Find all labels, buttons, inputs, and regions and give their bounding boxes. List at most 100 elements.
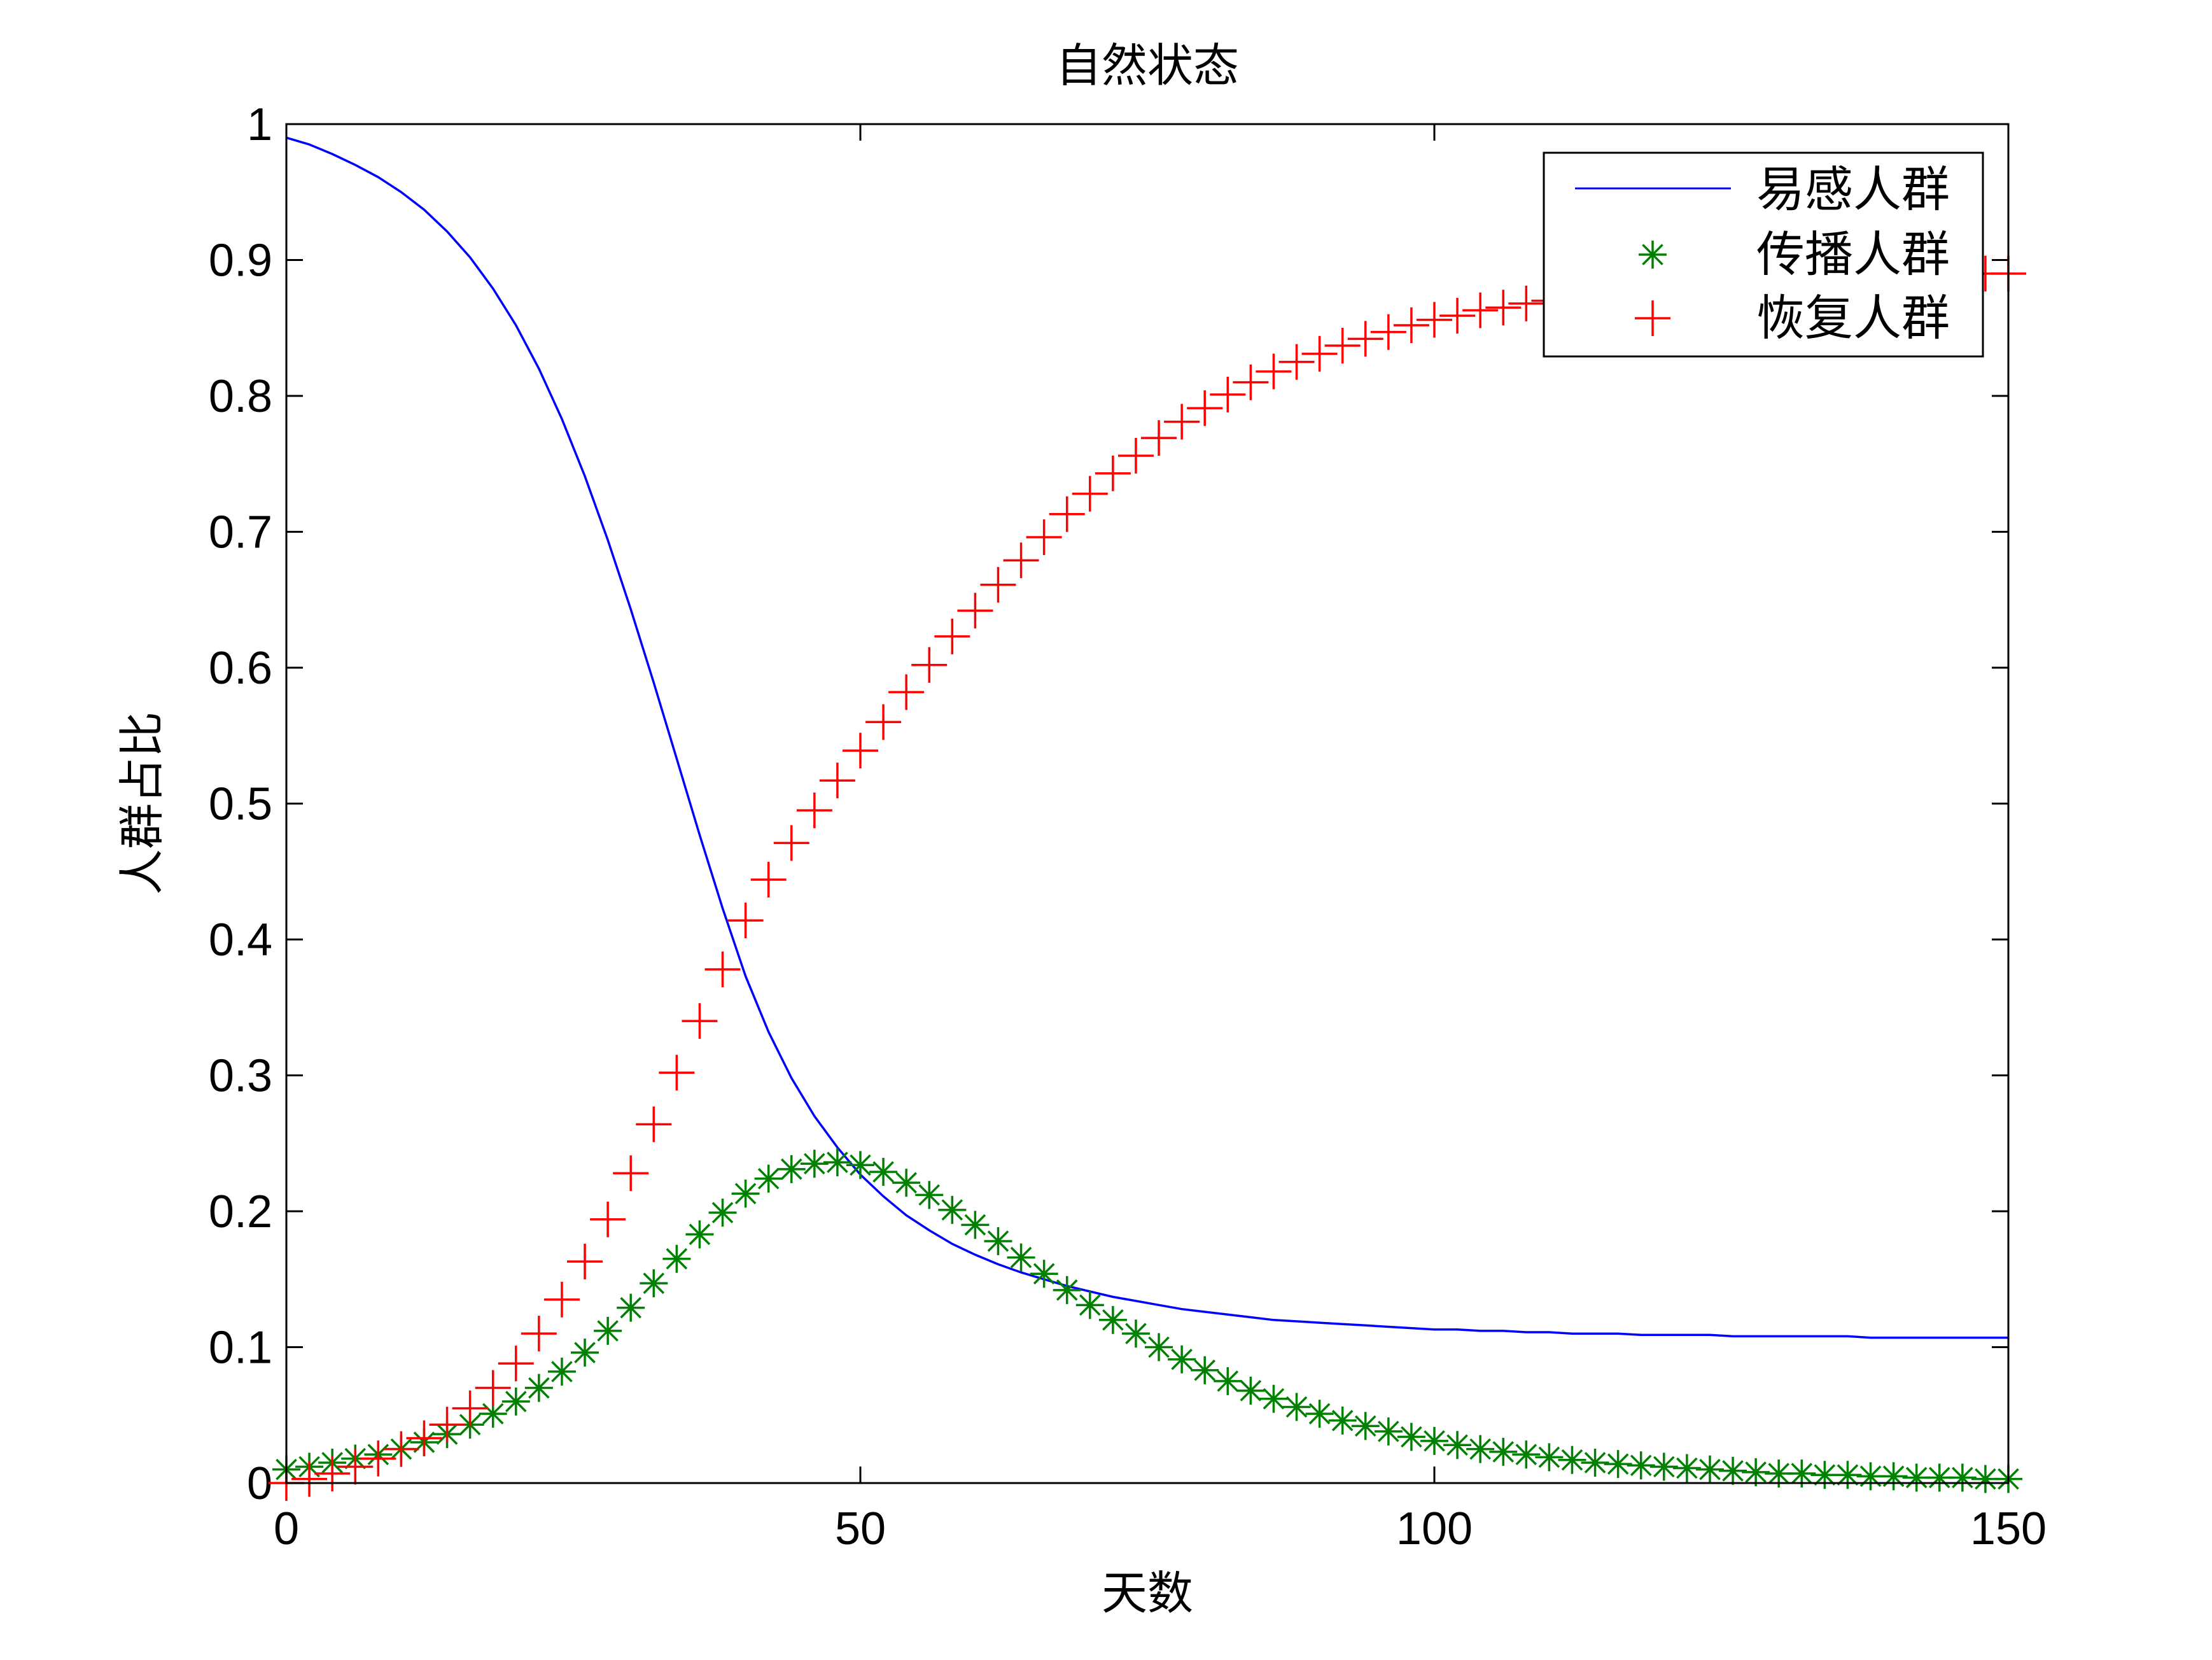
data-point-spreading xyxy=(1328,1406,1357,1435)
data-point-recovered xyxy=(1301,335,1338,372)
data-point-spreading xyxy=(1259,1384,1288,1413)
data-point-spreading xyxy=(1948,1463,1977,1492)
x-axis-label: 天数 xyxy=(1102,1566,1193,1620)
y-tick-label: 0.4 xyxy=(209,915,272,966)
series-1 xyxy=(272,1148,2022,1493)
data-point-spreading xyxy=(547,1357,576,1386)
legend-asterisk-sample xyxy=(1639,241,1667,269)
data-point-spreading xyxy=(800,1150,829,1178)
data-point-spreading xyxy=(984,1227,1012,1255)
data-point-spreading xyxy=(846,1151,874,1179)
data-point-recovered xyxy=(704,951,741,987)
data-point-spreading xyxy=(961,1211,990,1239)
data-point-recovered xyxy=(1187,390,1223,426)
y-tick-label: 0.1 xyxy=(209,1323,272,1374)
data-point-recovered xyxy=(1003,542,1039,579)
y-tick-label: 0.2 xyxy=(209,1186,272,1237)
data-point-recovered xyxy=(498,1346,534,1382)
data-point-recovered xyxy=(819,763,855,799)
data-point-spreading xyxy=(915,1181,944,1209)
data-point-recovered xyxy=(1278,344,1315,380)
data-point-spreading xyxy=(1098,1305,1127,1334)
data-point-recovered xyxy=(1095,455,1131,491)
data-point-spreading xyxy=(1443,1431,1472,1460)
data-point-recovered xyxy=(1049,496,1085,532)
data-point-spreading xyxy=(1649,1452,1678,1481)
data-point-recovered xyxy=(452,1390,488,1426)
series-line-susceptible xyxy=(286,136,2008,1339)
data-point-recovered xyxy=(888,674,925,710)
data-point-spreading xyxy=(1512,1440,1541,1469)
data-point-recovered xyxy=(1417,302,1452,338)
data-point-recovered xyxy=(1347,321,1383,357)
data-point-spreading xyxy=(1236,1376,1265,1405)
x-tick-label: 0 xyxy=(274,1503,299,1554)
data-point-recovered xyxy=(773,825,809,861)
chart-title: 自然状态 xyxy=(1056,39,1239,92)
legend: 易感人群 传播人群 恢复人群 xyxy=(1543,151,1984,358)
data-point-spreading xyxy=(1397,1423,1425,1451)
data-point-spreading xyxy=(823,1148,851,1177)
data-point-spreading xyxy=(1466,1435,1495,1463)
data-point-spreading xyxy=(640,1269,668,1298)
x-tick-labels: 0 50 100 150 xyxy=(274,1503,2047,1554)
data-point-recovered xyxy=(659,1055,695,1091)
data-point-spreading xyxy=(1420,1426,1448,1455)
data-point-spreading xyxy=(1604,1450,1632,1479)
data-point-spreading xyxy=(1053,1276,1081,1304)
data-point-recovered xyxy=(865,704,902,740)
data-point-spreading xyxy=(869,1158,898,1186)
data-point-spreading xyxy=(1581,1448,1609,1477)
data-point-spreading xyxy=(1282,1393,1311,1421)
data-point-recovered xyxy=(1324,328,1361,364)
data-point-spreading xyxy=(708,1199,737,1227)
data-point-recovered xyxy=(429,1407,465,1443)
data-point-recovered xyxy=(1117,437,1154,474)
legend-marker-asterisk xyxy=(1639,241,1667,269)
data-point-spreading xyxy=(1075,1291,1104,1319)
data-point-recovered xyxy=(750,862,787,898)
y-axis-label: 人群占比 xyxy=(115,712,169,895)
plot-frame xyxy=(285,123,2010,1484)
x-tick-label: 100 xyxy=(1396,1503,1473,1554)
data-point-spreading xyxy=(1191,1356,1219,1384)
data-point-spreading xyxy=(754,1164,783,1193)
data-point-recovered xyxy=(1370,314,1406,350)
data-point-recovered xyxy=(383,1431,419,1467)
data-point-spreading xyxy=(1305,1400,1334,1428)
series-0 xyxy=(286,136,2008,1339)
data-point-recovered xyxy=(1141,420,1177,456)
data-point-recovered xyxy=(1026,519,1062,556)
data-point-recovered xyxy=(475,1370,511,1406)
data-point-spreading xyxy=(501,1387,530,1416)
data-point-recovered xyxy=(1462,292,1499,328)
data-point-spreading xyxy=(1007,1243,1035,1272)
y-tick-labels: 0 0.1 0.2 0.3 0.4 0.5 0.6 0.7 0.8 0.9 1 xyxy=(209,99,272,1509)
data-point-spreading xyxy=(1214,1367,1242,1395)
data-point-spreading xyxy=(731,1179,760,1208)
data-point-spreading xyxy=(1168,1345,1196,1374)
data-point-recovered xyxy=(1439,298,1476,334)
data-point-recovered xyxy=(1393,307,1429,343)
data-point-recovered xyxy=(291,1461,328,1497)
data-point-spreading xyxy=(1695,1455,1724,1484)
data-point-spreading xyxy=(594,1316,622,1345)
data-point-recovered xyxy=(1256,353,1292,390)
legend-label-susceptible: 易感人群 xyxy=(1756,161,1950,218)
data-point-recovered xyxy=(682,1003,718,1039)
y-tick-label: 0.5 xyxy=(209,779,272,830)
x-tick-label: 50 xyxy=(835,1503,886,1554)
data-point-recovered xyxy=(337,1449,374,1485)
data-point-spreading xyxy=(1489,1437,1518,1466)
data-point-spreading xyxy=(1742,1458,1770,1486)
data-point-recovered xyxy=(980,566,1016,603)
plot-series xyxy=(269,136,2026,1501)
data-point-recovered xyxy=(1485,290,1522,326)
data-point-recovered xyxy=(1072,475,1108,512)
data-point-recovered xyxy=(636,1106,672,1143)
data-point-recovered xyxy=(727,903,764,939)
data-point-recovered xyxy=(843,733,878,769)
data-point-recovered xyxy=(1508,285,1544,321)
y-tick-label: 0.6 xyxy=(209,643,272,694)
data-point-spreading xyxy=(662,1244,691,1273)
